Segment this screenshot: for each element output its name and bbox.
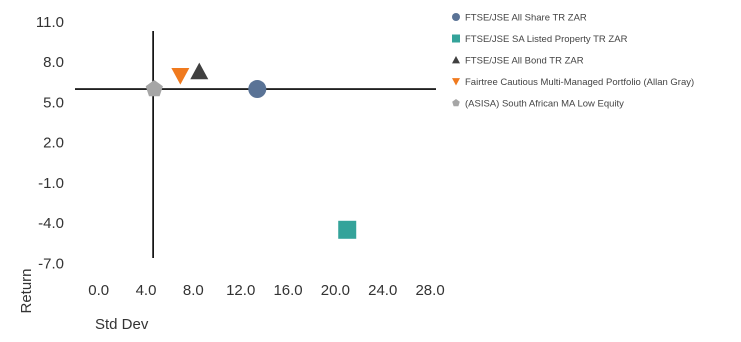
- legend-entry-label: Fairtree Cautious Multi-Managed Portfoli…: [465, 77, 694, 88]
- x-axis-title: Std Dev: [95, 316, 149, 333]
- x-tick-label: 16.0: [273, 282, 302, 299]
- legend: FTSE/JSE All Share TR ZAR FTSE/JSE SA Lis…: [452, 13, 694, 110]
- data-point-triangle-up: [190, 62, 209, 80]
- y-tick-label: 8.0: [43, 54, 64, 71]
- x-tick-label: 20.0: [321, 282, 350, 299]
- y-tick-label: -4.0: [38, 215, 64, 232]
- data-point-pentagon: [145, 80, 163, 97]
- x-tick-label: 8.0: [183, 282, 204, 299]
- y-tick-label: 5.0: [43, 94, 64, 111]
- y-tick-label: 11.0: [36, 14, 64, 31]
- legend-entry-label: FTSE/JSE SA Listed Property TR ZAR: [465, 34, 628, 45]
- legend-marker-triangle-up: [452, 56, 460, 64]
- x-tick-label: 24.0: [368, 282, 397, 299]
- x-tick-label: 0.0: [88, 282, 109, 299]
- y-tick-label: -1.0: [38, 175, 64, 192]
- legend-marker-triangle-down: [452, 78, 460, 86]
- y-axis-ticks: 11.0 8.0 5.0 2.0 -1.0 -4.0 -7.0: [36, 14, 64, 272]
- legend-entry-label: (ASISA) South African MA Low Equity: [465, 99, 624, 110]
- legend-marker-square: [452, 34, 460, 43]
- data-point-triangle-down: [171, 67, 190, 85]
- y-tick-label: -7.0: [38, 255, 64, 272]
- x-tick-label: 12.0: [226, 282, 255, 299]
- legend-marker-pentagon: [452, 99, 460, 107]
- x-tick-label: 28.0: [415, 282, 444, 299]
- data-point-square: [338, 220, 357, 239]
- x-tick-label: 4.0: [136, 282, 157, 299]
- y-axis-title: Return: [18, 268, 35, 313]
- data-point-circle: [248, 80, 267, 99]
- legend-marker-circle: [452, 13, 460, 21]
- data-points: [145, 62, 357, 239]
- legend-entry-label: FTSE/JSE All Share TR ZAR: [465, 13, 587, 24]
- x-axis-ticks: 0.0 4.0 8.0 12.0 16.0 20.0 24.0 28.0: [88, 282, 444, 299]
- y-tick-label: 2.0: [43, 135, 64, 152]
- reference-lines: [75, 31, 436, 258]
- legend-entry-label: FTSE/JSE All Bond TR ZAR: [465, 56, 584, 67]
